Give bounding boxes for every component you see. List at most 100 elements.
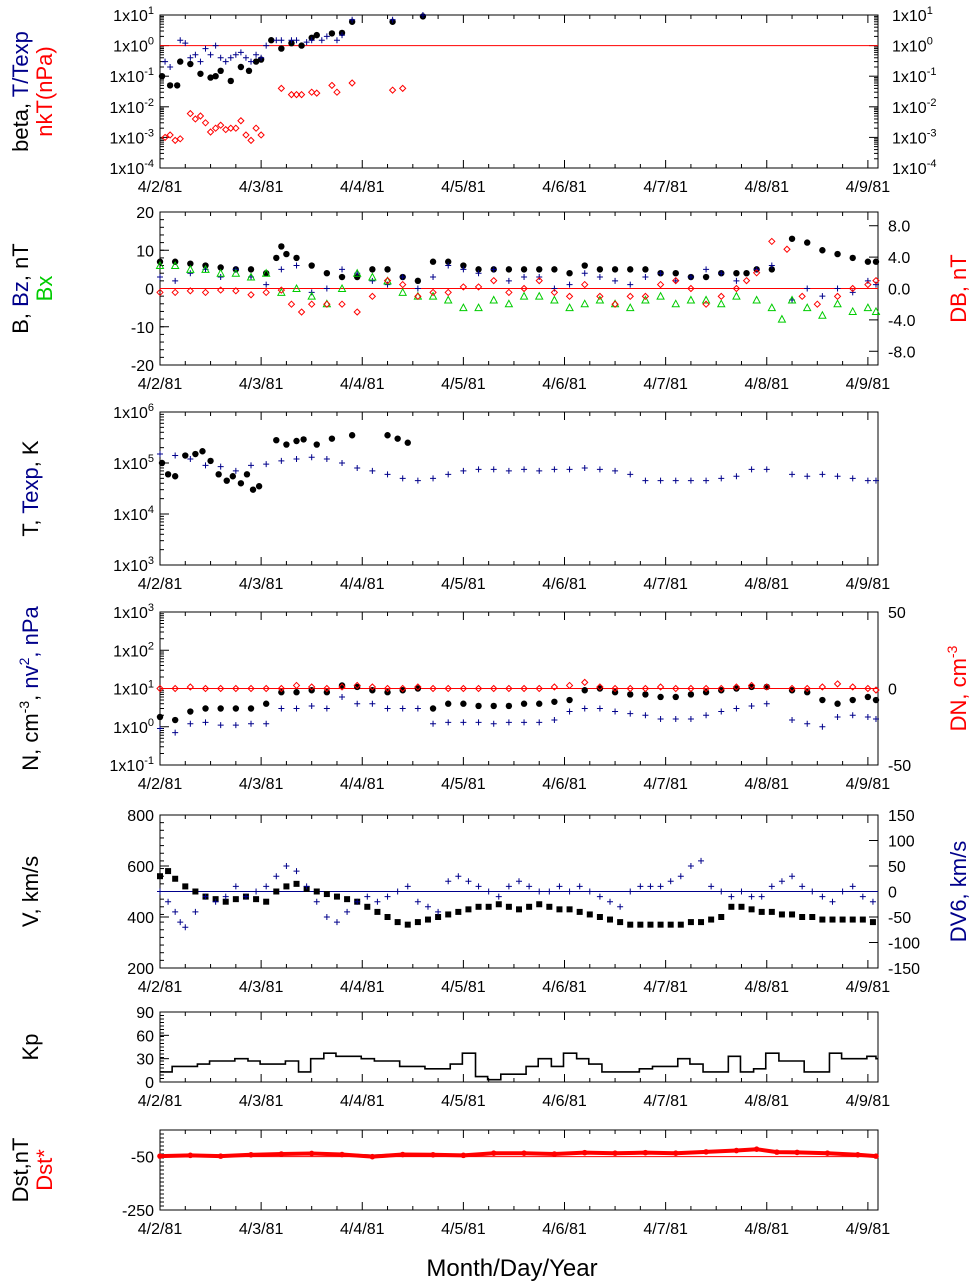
data-point xyxy=(626,292,634,301)
data-point xyxy=(263,898,270,905)
data-point xyxy=(789,471,796,478)
x-tick-label: 4/2/81 xyxy=(138,776,183,793)
x-tick-label: 4/4/81 xyxy=(340,1221,385,1238)
data-point xyxy=(383,684,392,693)
data-point xyxy=(687,684,695,693)
data-point xyxy=(323,891,330,898)
data-point xyxy=(288,37,295,44)
data-point xyxy=(872,715,879,722)
x-tick-label: 4/3/81 xyxy=(239,179,284,196)
data-point xyxy=(566,708,573,715)
data-point xyxy=(192,888,199,895)
data-point xyxy=(323,914,330,920)
data-point xyxy=(551,266,558,273)
x-tick-label: 4/4/81 xyxy=(340,179,385,196)
data-point xyxy=(742,276,751,285)
data-point xyxy=(716,299,726,308)
data-point xyxy=(505,903,512,910)
x-axis-title: Month/Day/Year xyxy=(426,1255,597,1282)
series-beta xyxy=(158,13,427,89)
data-point xyxy=(607,916,614,923)
data-point xyxy=(834,713,841,720)
right-tick-label: 8.0 xyxy=(888,219,910,236)
data-point xyxy=(399,687,406,694)
data-point xyxy=(171,684,179,693)
data-point xyxy=(323,300,331,308)
data-point xyxy=(429,258,437,265)
data-point xyxy=(627,266,634,273)
data-point xyxy=(787,295,797,304)
data-point xyxy=(212,73,219,80)
data-point xyxy=(551,466,558,473)
data-point xyxy=(172,729,179,736)
data-point xyxy=(686,295,696,304)
data-point xyxy=(763,700,770,707)
data-point xyxy=(187,720,194,727)
data-point xyxy=(748,893,755,900)
data-point xyxy=(546,903,553,910)
data-point xyxy=(596,705,603,712)
data-point xyxy=(607,898,614,905)
right-tick-label: 0 xyxy=(888,682,897,699)
data-point xyxy=(748,702,755,709)
y-tick-label: 90 xyxy=(136,1005,154,1022)
data-point xyxy=(460,266,467,273)
data-point xyxy=(702,300,710,308)
right-tick-label: -8.0 xyxy=(888,344,916,361)
series-t xyxy=(158,432,411,493)
data-point xyxy=(833,299,842,308)
data-point xyxy=(733,473,740,480)
data-point xyxy=(308,702,315,709)
y-axis-title: Dst,nT xyxy=(8,1138,33,1203)
data-point xyxy=(490,466,497,473)
data-point xyxy=(768,908,775,915)
data-point xyxy=(318,37,325,44)
data-point xyxy=(596,466,603,473)
y-tick-label: -250 xyxy=(122,1203,154,1220)
data-point xyxy=(353,273,361,281)
data-point xyxy=(374,908,381,915)
x-tick-label: 4/9/81 xyxy=(846,776,891,793)
data-point xyxy=(460,467,467,474)
data-point xyxy=(374,898,381,905)
data-point xyxy=(485,888,492,895)
data-point xyxy=(207,74,214,81)
data-point xyxy=(263,281,270,288)
x-tick-label: 4/3/81 xyxy=(239,979,284,996)
data-point xyxy=(581,280,589,289)
right-tick-label: 4.0 xyxy=(888,250,910,267)
x-tick-label: 4/3/81 xyxy=(239,376,284,393)
panel-5: 800 600 400 200 150 100 50 0 -50 -100 -150 4/2/81 4/… xyxy=(18,808,971,996)
y-axis-title: B, Bz, nT xyxy=(8,243,33,334)
y-tick-label: 400 xyxy=(127,910,154,927)
data-point xyxy=(565,681,574,690)
data-point xyxy=(273,37,280,44)
data-point xyxy=(243,471,251,478)
data-point xyxy=(586,911,593,918)
data-point xyxy=(596,266,604,273)
data-point xyxy=(429,705,437,712)
x-tick-label: 4/9/81 xyxy=(846,979,891,996)
y-tick-label: 1x10-3 xyxy=(110,127,154,147)
panel-2: 20 10 0 -10 -20 8.0 4.0 0.0 -4.0 -8.0 4/2/81 4/3/81… xyxy=(8,205,971,393)
data-point xyxy=(277,684,286,693)
data-point xyxy=(536,266,543,273)
data-point xyxy=(718,475,725,482)
data-point xyxy=(430,475,437,482)
data-point xyxy=(657,715,664,722)
data-point xyxy=(818,683,827,691)
data-point xyxy=(767,303,777,312)
data-point xyxy=(339,32,346,39)
data-point xyxy=(804,473,811,480)
data-point xyxy=(182,883,189,890)
data-point xyxy=(157,888,163,895)
data-point xyxy=(819,723,826,730)
data-point xyxy=(232,896,239,903)
data-point xyxy=(262,270,270,277)
data-point xyxy=(156,684,164,693)
data-point xyxy=(672,684,680,693)
data-point xyxy=(849,284,857,293)
data-point xyxy=(647,921,654,928)
data-point xyxy=(278,705,285,712)
x-tick-label: 4/3/81 xyxy=(239,1221,284,1238)
